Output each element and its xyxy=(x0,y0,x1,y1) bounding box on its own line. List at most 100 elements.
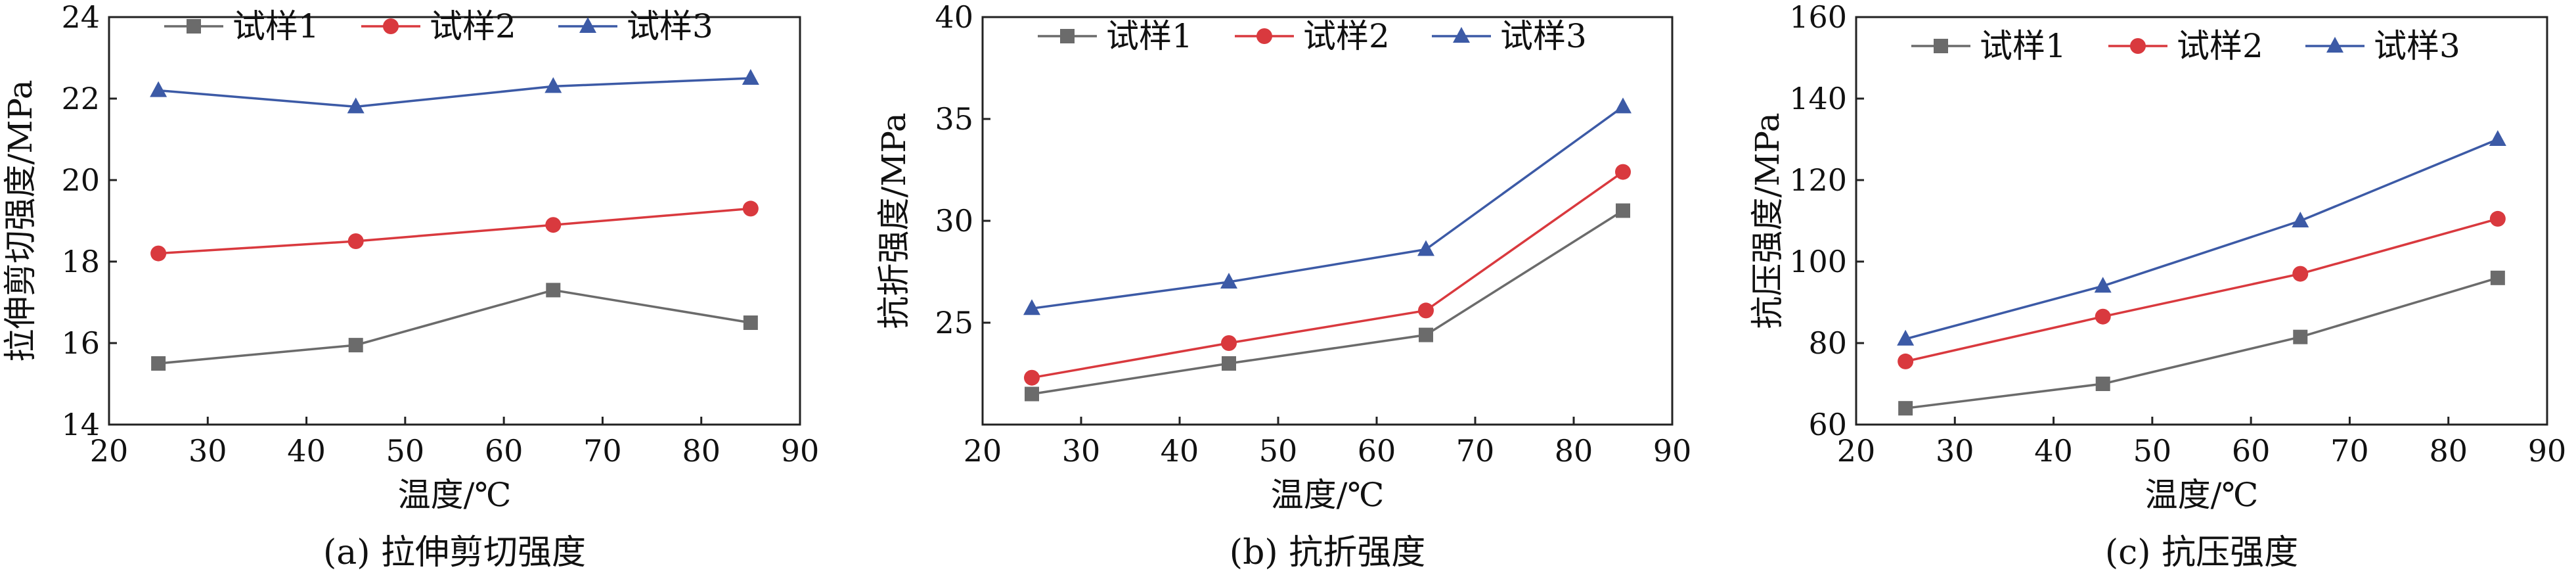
data-point xyxy=(1024,369,1040,386)
data-point xyxy=(2489,210,2506,227)
x-tick-label: 20 xyxy=(90,433,129,469)
series-line xyxy=(158,207,751,255)
legend-marker xyxy=(383,18,399,34)
data-point xyxy=(1025,386,1039,402)
legend-label: 试样3 xyxy=(627,7,713,45)
data-point xyxy=(743,315,758,330)
legend-marker xyxy=(2326,37,2343,53)
data-point xyxy=(347,233,364,249)
x-tick-label: 50 xyxy=(386,433,425,469)
data-point xyxy=(347,97,365,114)
data-point xyxy=(1614,97,1632,114)
data-point xyxy=(1419,327,1433,342)
legend-label: 试样2 xyxy=(1303,17,1390,55)
x-tick-label: 40 xyxy=(287,433,326,469)
panel-caption: (b) 抗折强度 xyxy=(1230,533,1425,572)
data-point xyxy=(2292,212,2309,227)
series-line xyxy=(1031,210,1624,396)
plot-frame xyxy=(108,16,801,426)
data-point xyxy=(151,356,166,371)
x-tick-label: 30 xyxy=(1062,433,1101,469)
series-line xyxy=(158,77,751,108)
y-tick-label: 25 xyxy=(935,305,973,340)
data-point xyxy=(2489,130,2506,146)
series-line xyxy=(158,289,751,365)
series-3 xyxy=(150,69,759,114)
series-line xyxy=(1905,277,2498,409)
y-axis-title: 抗压强度/MPa xyxy=(1748,112,1787,329)
x-tick-label: 40 xyxy=(1161,433,1199,469)
y-tick-label: 35 xyxy=(935,101,973,137)
x-tick-label: 80 xyxy=(682,433,721,469)
data-point xyxy=(1222,356,1236,371)
x-axis-title: 温度/℃ xyxy=(1271,476,1385,514)
series-line xyxy=(1905,138,2498,340)
y-tick-label: 100 xyxy=(1789,244,1847,279)
chart-panel-1: 20 30 40 50 60 70 80 90 14 16 18 20 22 24 温度/℃ 拉伸剪切强度/M… xyxy=(1,0,819,572)
legend: 试样1 试样2 试样3 xyxy=(1038,17,1587,55)
data-point xyxy=(1418,302,1434,319)
x-axis-title: 温度/℃ xyxy=(2145,476,2259,514)
data-point xyxy=(544,77,562,93)
legend-label: 试样2 xyxy=(2177,27,2263,65)
data-point xyxy=(546,283,561,298)
data-point xyxy=(2095,308,2111,325)
x-tick-label: 30 xyxy=(1936,433,1974,469)
legend-marker xyxy=(2130,38,2146,54)
chart-panel-2: 20 30 40 50 60 70 80 90 25 30 35 40 温度/℃ 抗折强度/MPa (b) … xyxy=(875,0,1691,572)
data-point xyxy=(742,69,759,85)
y-tick-label: 160 xyxy=(1789,0,1847,35)
x-tick-label: 20 xyxy=(964,433,1002,469)
y-tick-label: 140 xyxy=(1789,81,1847,116)
data-point xyxy=(150,245,167,262)
data-point xyxy=(1417,240,1434,256)
panel-caption: (a) 拉伸剪切强度 xyxy=(323,533,586,572)
series-2 xyxy=(1898,210,2506,369)
legend-label: 试样1 xyxy=(233,7,319,45)
x-tick-label: 50 xyxy=(1259,433,1298,469)
data-point xyxy=(2490,270,2505,285)
data-point xyxy=(1023,299,1040,315)
series-2 xyxy=(150,200,759,262)
y-tick-label: 22 xyxy=(61,81,100,116)
x-tick-label: 70 xyxy=(583,433,622,469)
y-tick-label: 80 xyxy=(1808,325,1847,361)
legend-marker xyxy=(1060,29,1075,43)
series-line xyxy=(1031,105,1624,310)
legend-label: 试样3 xyxy=(2374,27,2460,65)
y-tick-label: 14 xyxy=(61,407,100,442)
y-tick-label: 60 xyxy=(1808,407,1847,442)
y-tick-label: 40 xyxy=(935,0,973,35)
x-tick-label: 60 xyxy=(2232,433,2271,469)
data-point xyxy=(2292,266,2309,282)
y-tick-label: 24 xyxy=(61,0,100,35)
data-point xyxy=(1615,164,1631,180)
legend-marker xyxy=(579,17,596,33)
legend-label: 试样1 xyxy=(1980,27,2066,65)
data-point xyxy=(2094,277,2112,293)
legend: 试样1 试样2 试样3 xyxy=(1911,27,2460,65)
legend-label: 试样1 xyxy=(1106,17,1193,55)
data-point xyxy=(1616,203,1630,218)
series-1 xyxy=(151,283,758,371)
plot-frame xyxy=(1855,16,2548,426)
legend-marker xyxy=(1934,39,1948,53)
x-tick-label: 40 xyxy=(2034,433,2073,469)
series-3 xyxy=(1023,97,1632,315)
legend-marker xyxy=(1256,28,1272,44)
data-point xyxy=(1897,329,1915,346)
y-tick-label: 20 xyxy=(61,162,100,198)
y-axis-title: 抗折强度/MPa xyxy=(875,112,913,329)
legend: 试样1 试样2 试样3 xyxy=(164,7,713,45)
data-point xyxy=(1220,273,1237,289)
x-axis-title: 温度/℃ xyxy=(398,476,512,514)
x-tick-label: 80 xyxy=(1555,433,1593,469)
x-tick-label: 50 xyxy=(2133,433,2172,469)
legend-label: 试样3 xyxy=(1500,17,1587,55)
series-1 xyxy=(1025,203,1630,402)
plot-frame xyxy=(981,16,1674,426)
x-tick-label: 90 xyxy=(781,433,820,469)
x-tick-label: 20 xyxy=(1837,433,1876,469)
data-point xyxy=(1221,335,1237,351)
